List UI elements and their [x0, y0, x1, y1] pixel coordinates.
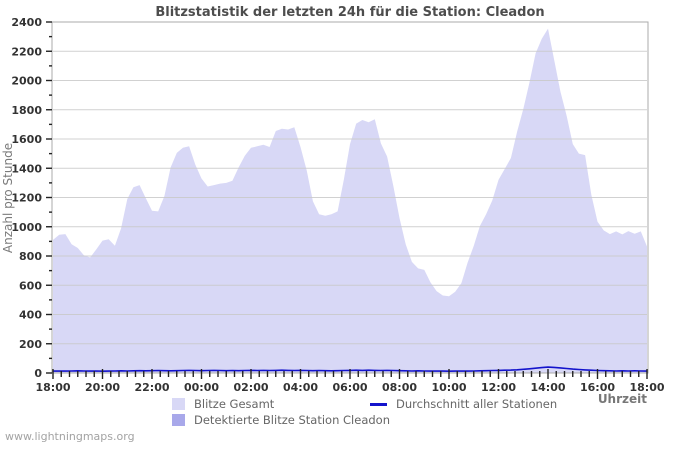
svg-text:200: 200	[19, 338, 42, 351]
svg-text:1000: 1000	[11, 221, 42, 234]
svg-text:06:00: 06:00	[332, 381, 367, 394]
legend-label-blitze-gesamt: Blitze Gesamt	[194, 397, 275, 411]
svg-text:2400: 2400	[11, 16, 42, 29]
watermark-url: www.lightningmaps.org	[5, 430, 135, 443]
svg-text:2000: 2000	[11, 75, 42, 88]
svg-text:22:00: 22:00	[134, 381, 169, 394]
svg-text:18:00: 18:00	[629, 381, 664, 394]
legend-label-durchschnitt: Durchschnitt aller Stationen	[396, 397, 558, 411]
svg-text:14:00: 14:00	[530, 381, 565, 394]
svg-text:02:00: 02:00	[233, 381, 268, 394]
chart-title: Blitzstatistik der letzten 24h für die S…	[155, 5, 545, 20]
legend-item-detektierte-blitze: Detektierte Blitze Station Cleadon	[172, 413, 390, 427]
svg-text:1200: 1200	[11, 192, 42, 205]
svg-text:10:00: 10:00	[431, 381, 466, 394]
svg-text:0: 0	[34, 367, 42, 380]
svg-text:1400: 1400	[11, 162, 42, 175]
svg-text:600: 600	[19, 279, 42, 292]
svg-text:800: 800	[19, 250, 42, 263]
y-axis-title: Anzahl pro Stunde	[1, 142, 15, 254]
svg-text:08:00: 08:00	[382, 381, 417, 394]
svg-text:1800: 1800	[11, 104, 42, 117]
svg-text:20:00: 20:00	[85, 381, 120, 394]
svg-text:00:00: 00:00	[184, 381, 219, 394]
legend-label-detektierte-blitze: Detektierte Blitze Station Cleadon	[194, 413, 390, 427]
legend-item-blitze-gesamt: Blitze Gesamt	[172, 397, 274, 411]
svg-text:1600: 1600	[11, 133, 42, 146]
x-axis-title: Uhrzeit	[597, 392, 647, 406]
svg-text:2200: 2200	[11, 45, 42, 58]
svg-text:16:00: 16:00	[580, 381, 615, 394]
svg-text:04:00: 04:00	[283, 381, 318, 394]
durchschnitt-line-swatch	[370, 402, 387, 406]
svg-text:12:00: 12:00	[481, 381, 516, 394]
blitze-gesamt-swatch	[172, 398, 185, 410]
detektierte-blitze-swatch	[172, 414, 185, 426]
legend-item-durchschnitt: Durchschnitt aller Stationen	[370, 397, 557, 411]
svg-text:400: 400	[19, 309, 42, 322]
svg-text:18:00: 18:00	[35, 381, 70, 394]
